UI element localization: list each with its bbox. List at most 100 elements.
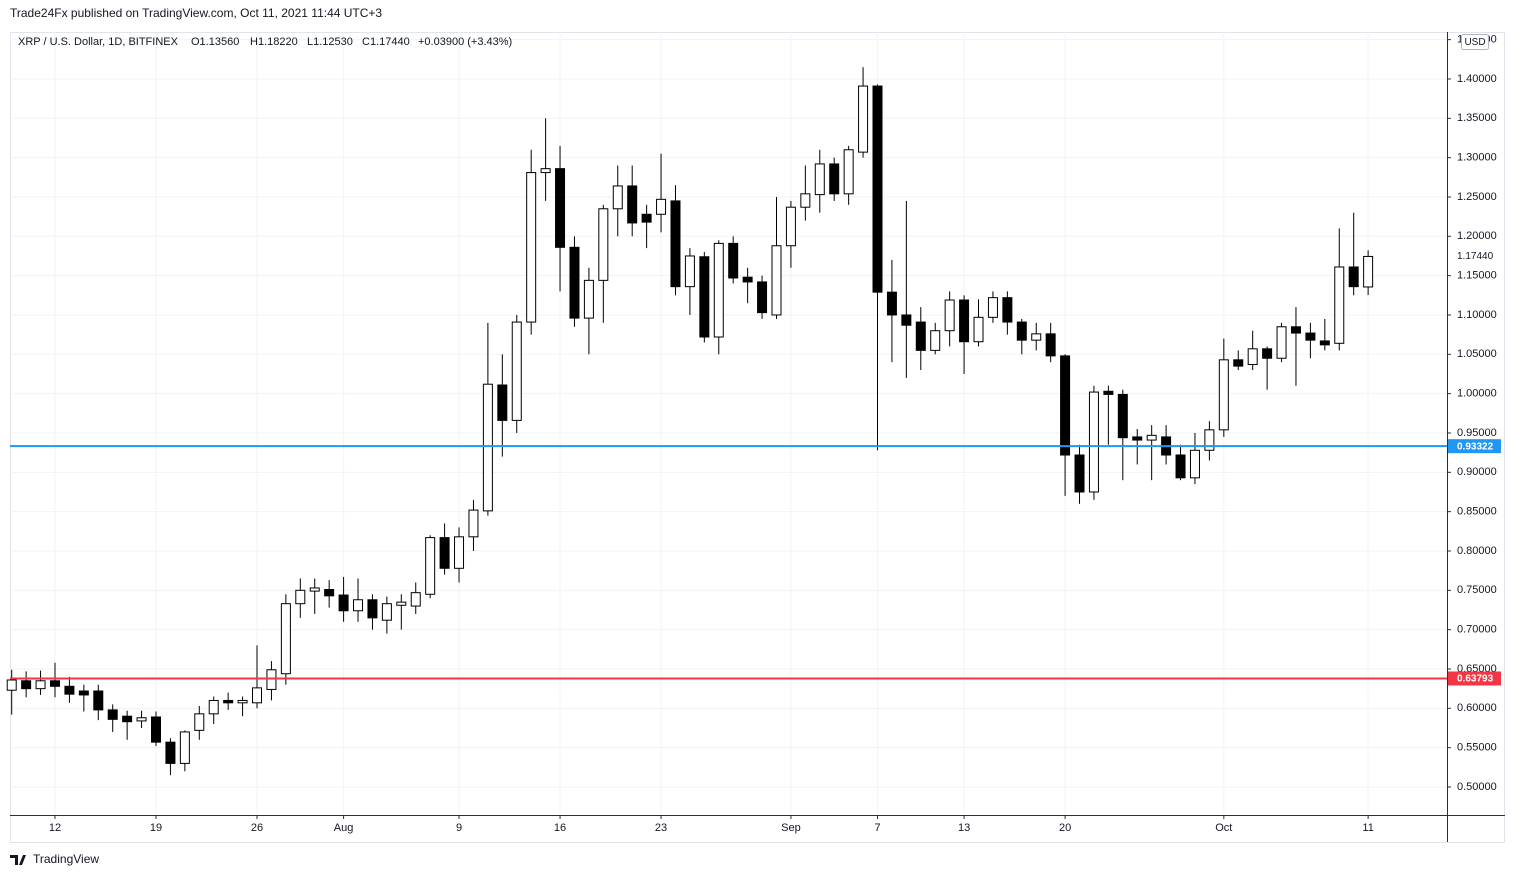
candle-body: [829, 163, 840, 195]
x-tick-label: 12: [49, 822, 61, 834]
x-tick-label: 13: [958, 822, 970, 834]
x-tick-label: Aug: [334, 822, 354, 834]
currency-badge[interactable]: [1461, 34, 1489, 50]
candle-body: [367, 599, 378, 619]
candle-body: [1117, 393, 1128, 439]
price-badge: [1448, 671, 1501, 686]
candle-body: [1189, 449, 1200, 479]
last-price-badge: [1448, 249, 1501, 264]
candle-body: [93, 690, 104, 711]
candle-body: [396, 601, 407, 606]
candle-body: [1016, 321, 1027, 341]
y-tick-label: 1.20000: [1457, 230, 1497, 242]
candle-body: [1262, 348, 1273, 359]
candle-body: [497, 384, 508, 421]
axes: 0.500000.550000.600000.650000.700000.750…: [49, 34, 1501, 834]
candle-body: [684, 255, 695, 288]
candle-body: [872, 85, 883, 293]
y-tick-label: 0.60000: [1457, 702, 1497, 714]
candle-body: [612, 185, 623, 210]
x-tick-label: 11: [1362, 822, 1373, 834]
candle-body: [49, 680, 60, 687]
candle-body: [1348, 266, 1359, 288]
candle-body: [757, 281, 768, 314]
candle-body: [569, 246, 580, 319]
x-tick-label: 16: [554, 822, 566, 834]
candle-body: [785, 206, 796, 247]
candle-body: [1146, 434, 1157, 441]
candle-body: [1074, 454, 1085, 493]
candle-body: [858, 85, 869, 153]
y-tick-label: 0.80000: [1457, 545, 1497, 557]
candle-body: [930, 330, 941, 351]
candle-body: [526, 172, 537, 323]
candle-body: [1334, 266, 1345, 344]
candle-body: [64, 685, 75, 695]
candle-body: [454, 536, 465, 569]
candle-body: [208, 699, 219, 715]
candle-body: [35, 680, 46, 690]
candle-body: [1233, 359, 1244, 367]
candle-body: [915, 321, 926, 351]
candle-body: [324, 589, 335, 597]
x-tick-label: 23: [655, 822, 667, 834]
candle-body: [901, 314, 912, 326]
candle-body: [1103, 390, 1114, 395]
candle-body: [21, 680, 32, 690]
candle-body: [468, 509, 479, 538]
candle-body: [1031, 333, 1042, 341]
x-tick-label: Sep: [781, 822, 801, 834]
candle-body: [843, 149, 854, 195]
legend-open: O1.13560: [191, 36, 239, 48]
candle-body: [987, 297, 998, 318]
candle-body: [136, 717, 147, 722]
y-tick-label: 0.70000: [1457, 624, 1497, 636]
candle-body: [353, 599, 364, 612]
candle-body: [237, 699, 248, 704]
y-tick-label: 1.25000: [1457, 191, 1497, 203]
candle-body: [1088, 391, 1099, 493]
y-tick-label: 0.95000: [1457, 427, 1497, 439]
price-badge: [1448, 439, 1501, 454]
candle-body: [194, 713, 205, 731]
y-tick-label: 1.15000: [1457, 270, 1497, 282]
plot: [6, 67, 1447, 776]
candle-body: [1002, 297, 1013, 323]
candle-body: [1247, 348, 1258, 366]
price-badge-label: 0.63793: [1457, 674, 1494, 685]
candle-body: [1363, 255, 1374, 288]
x-tick-label: 26: [251, 822, 263, 834]
candle-body: [338, 594, 349, 612]
last-price-label: 1.17440: [1457, 251, 1494, 262]
footer-logo: TradingView: [10, 852, 99, 866]
candle-body: [410, 592, 421, 607]
legend: XRP / U.S. Dollar, 1D, BITFINEX O1.13560…: [18, 36, 512, 48]
candle-body: [973, 316, 984, 343]
y-tick-label: 1.30000: [1457, 152, 1497, 164]
candle-body: [107, 709, 118, 720]
candle-body: [381, 603, 392, 621]
candle-body: [598, 208, 609, 281]
currency-label[interactable]: USD: [1464, 37, 1485, 48]
legend-change: +0.03900 (+3.43%): [418, 36, 512, 48]
candle-body: [482, 383, 493, 512]
candle-body: [1276, 326, 1287, 359]
candle-body: [179, 731, 190, 764]
candle-body: [1305, 332, 1316, 341]
candle-body: [641, 213, 652, 223]
brand: TradingView: [33, 852, 99, 866]
candle-body: [309, 587, 320, 592]
candle-body: [959, 299, 970, 343]
publish-info: Trade24Fx published on TradingView.com, …: [10, 6, 382, 20]
x-tick-label: 7: [874, 822, 880, 834]
legend-close: C1.17440: [362, 36, 410, 48]
candle-body: [223, 699, 234, 704]
candle-body: [555, 168, 566, 248]
candle-body: [165, 741, 176, 764]
candle-body: [1204, 429, 1215, 451]
candle-body: [1060, 355, 1071, 456]
candle-body: [800, 193, 811, 208]
y-tick-label: 0.50000: [1457, 781, 1497, 793]
